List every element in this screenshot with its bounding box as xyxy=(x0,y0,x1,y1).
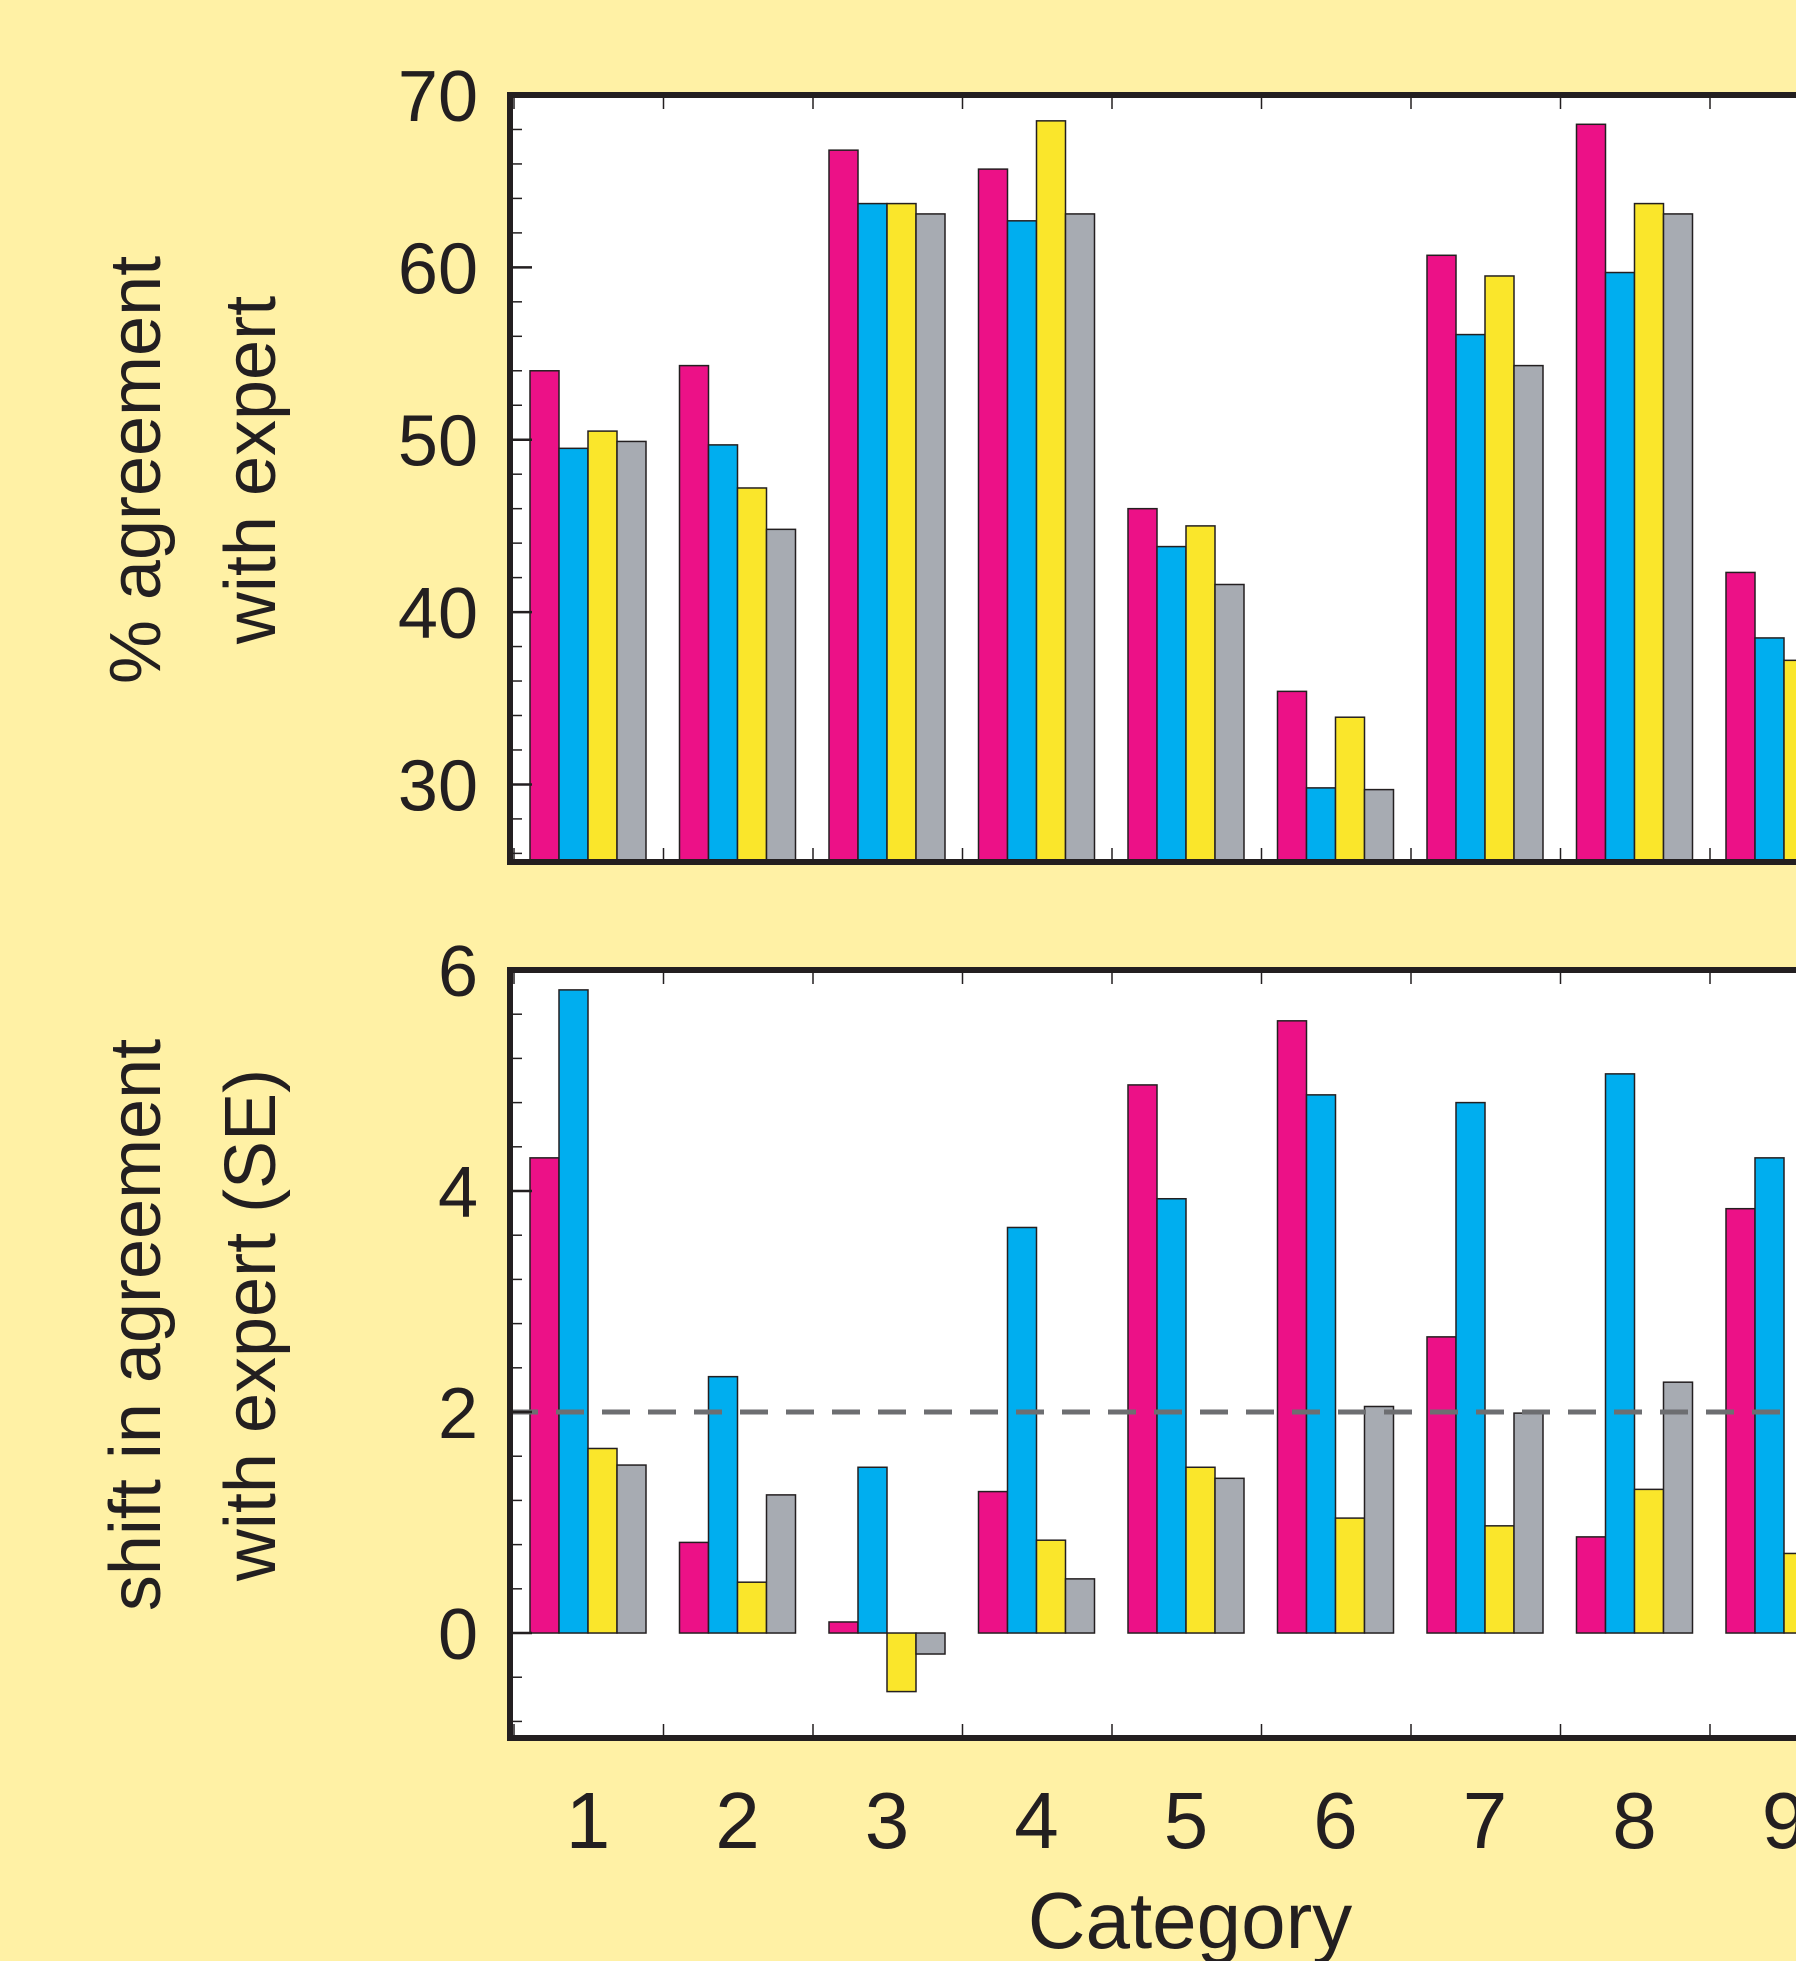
agreement-bar-cat3-s1 xyxy=(828,149,859,863)
shift-bar-cat8-s4 xyxy=(1662,1381,1694,1634)
agreement-bar-cat2-s3 xyxy=(736,487,768,863)
agreement-y-tick-label: 30 xyxy=(398,746,478,826)
agreement-bar-cat2-s4 xyxy=(765,528,797,863)
shift-bar-cat4-s4 xyxy=(1064,1578,1096,1634)
agreement-bar-cat6-s1 xyxy=(1276,690,1308,863)
agreement-y-tick-label: 40 xyxy=(398,574,478,654)
shift-y-tick-label: 6 xyxy=(438,932,478,1012)
shift-bar-cat1-s1 xyxy=(529,1157,560,1634)
category-label-7: 7 xyxy=(1463,1776,1508,1865)
shift-bar-cat1-s3 xyxy=(587,1447,618,1634)
shift-bar-cat3-s2 xyxy=(857,1466,888,1634)
shift-bar-cat7-s2 xyxy=(1455,1101,1486,1634)
shift-bar-cat9-s2 xyxy=(1754,1157,1785,1634)
shift-panel: 0 2 4 6 xyxy=(438,932,1796,1741)
agreement-bar-cat4-s1 xyxy=(977,168,1009,863)
agreement-bar-cat3-s2 xyxy=(857,202,888,863)
x-axis-title: Category xyxy=(1028,1876,1353,1961)
agreement-y-tick-label: 60 xyxy=(398,229,478,309)
category-label-3: 3 xyxy=(865,1776,910,1865)
shift-bar-cat3-s1 xyxy=(828,1621,859,1634)
shift-bar-cat7-s1 xyxy=(1426,1336,1457,1634)
shift-bar-cat6-s2 xyxy=(1305,1094,1337,1634)
agreement-bar-cat9-s3 xyxy=(1783,659,1796,863)
agreement-bar-cat6-s3 xyxy=(1334,716,1366,863)
shift-bar-cat9-s1 xyxy=(1725,1207,1756,1634)
agreement-y-tick-label: 70 xyxy=(398,57,478,137)
agreement-bar-cat2-s1 xyxy=(678,364,710,863)
bottom-ylabel-line-1: shift in agreement xyxy=(96,1039,176,1611)
category-label-6: 6 xyxy=(1313,1776,1358,1865)
agreement-bar-cat7-s4 xyxy=(1513,364,1544,863)
agreement-bar-cat7-s3 xyxy=(1484,275,1515,863)
shift-bar-cat2-s4 xyxy=(765,1494,797,1634)
agreement-bar-cat8-s4 xyxy=(1662,213,1694,863)
shift-bar-cat3-s3 xyxy=(886,1632,917,1693)
agreement-bar-cat6-s2 xyxy=(1305,787,1337,863)
category-label-9: 9 xyxy=(1762,1776,1796,1865)
shift-y-tick-label: 4 xyxy=(438,1153,478,1233)
shift-bar-cat7-s3 xyxy=(1484,1525,1515,1634)
category-label-8: 8 xyxy=(1612,1776,1657,1865)
shift-bar-cat8-s2 xyxy=(1604,1073,1636,1634)
category-label-1: 1 xyxy=(566,1776,611,1865)
top-ylabel-line-1: % agreement xyxy=(96,256,176,684)
top-ylabel-line-2: with expert xyxy=(211,296,291,645)
agreement-bar-cat5-s3 xyxy=(1185,525,1216,863)
agreement-panel: 30 40 50 60 70 xyxy=(398,57,1796,865)
agreement-bar-cat2-s2 xyxy=(707,444,739,863)
shift-bar-cat1-s2 xyxy=(558,989,589,1634)
agreement-bar-cat1-s4 xyxy=(616,440,647,863)
shift-bar-cat6-s3 xyxy=(1334,1517,1366,1634)
agreement-bar-cat9-s2 xyxy=(1754,637,1785,863)
agreement-bar-cat1-s1 xyxy=(529,370,560,863)
agreement-bar-cat9-s1 xyxy=(1725,571,1756,863)
shift-bar-cat2-s3 xyxy=(736,1581,768,1634)
shift-bar-cat1-s4 xyxy=(616,1464,647,1634)
shift-bar-cat7-s4 xyxy=(1513,1412,1544,1634)
agreement-bar-cat5-s1 xyxy=(1127,507,1158,863)
agreement-bar-cat1-s2 xyxy=(558,447,589,863)
agreement-bar-cat5-s2 xyxy=(1156,545,1187,863)
shift-y-tick-label: 0 xyxy=(438,1595,478,1675)
bottom-ylabel-line-2: with expert (SE) xyxy=(211,1069,291,1582)
shift-bar-cat5-s2 xyxy=(1156,1197,1187,1634)
shift-bar-cat5-s3 xyxy=(1185,1466,1216,1634)
category-labels: 1 2 3 4 5 6 7 8 9 xyxy=(566,1776,1796,1865)
agreement-bar-cat8-s2 xyxy=(1604,271,1636,863)
shift-y-tick-label: 2 xyxy=(438,1374,478,1454)
shift-bar-cat2-s1 xyxy=(678,1541,710,1634)
agreement-bar-cat4-s4 xyxy=(1064,213,1096,863)
shift-axis-frame xyxy=(507,967,1796,1741)
shift-bar-cat4-s1 xyxy=(977,1490,1009,1634)
shift-bar-cat8-s1 xyxy=(1575,1536,1607,1634)
shift-bar-cat5-s1 xyxy=(1127,1084,1158,1634)
category-label-2: 2 xyxy=(715,1776,760,1865)
agreement-bar-cat6-s4 xyxy=(1363,788,1395,863)
agreement-bar-cat5-s4 xyxy=(1214,583,1245,863)
agreement-bar-cat7-s1 xyxy=(1426,254,1457,863)
shift-bar-cat3-s4 xyxy=(915,1632,946,1655)
category-label-4: 4 xyxy=(1014,1776,1059,1865)
agreement-bar-cat4-s3 xyxy=(1035,120,1067,863)
shift-bar-cat8-s3 xyxy=(1633,1488,1665,1634)
shift-bar-cat6-s4 xyxy=(1363,1405,1395,1634)
agreement-bar-cat3-s3 xyxy=(886,202,917,863)
shift-bar-cat2-s2 xyxy=(707,1375,739,1634)
shift-bar-cat5-s4 xyxy=(1214,1477,1245,1634)
shift-bar-cat4-s3 xyxy=(1035,1539,1067,1634)
agreement-axis-frame xyxy=(507,92,1796,865)
category-label-5: 5 xyxy=(1164,1776,1209,1865)
shift-bar-cat6-s1 xyxy=(1276,1020,1308,1634)
agreement-bar-cat7-s2 xyxy=(1455,333,1486,863)
shift-bar-cat4-s2 xyxy=(1006,1226,1038,1634)
agreement-bar-cat4-s2 xyxy=(1006,220,1038,863)
agreement-y-tick-label: 50 xyxy=(398,402,478,482)
agreement-bar-cat3-s4 xyxy=(915,213,946,863)
agreement-bar-cat8-s3 xyxy=(1633,202,1665,863)
shift-bar-cat9-s3 xyxy=(1783,1552,1796,1634)
agreement-bar-cat8-s1 xyxy=(1575,123,1607,863)
agreement-bar-cat1-s3 xyxy=(587,430,618,863)
